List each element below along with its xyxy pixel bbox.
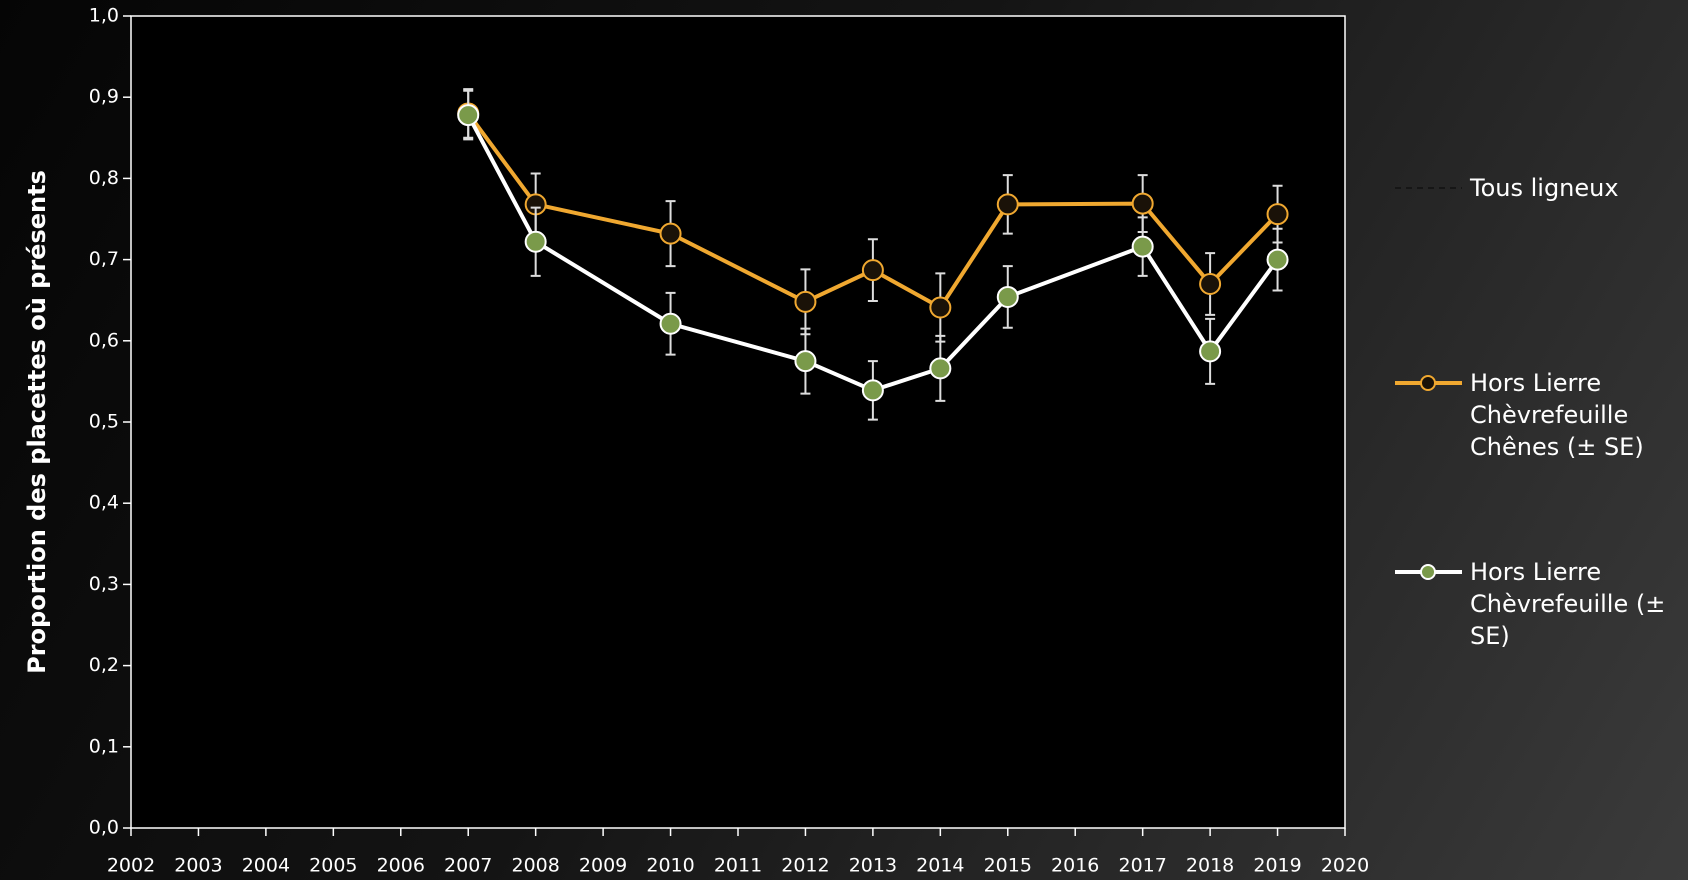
marker [1199,272,1222,295]
marker [861,379,884,402]
x-tick-label: 2020 [1321,855,1369,877]
plot-area [130,15,1346,829]
x-tick-label: 2009 [579,855,627,877]
marker [1266,248,1289,271]
marker [1266,203,1289,226]
x-tick-label: 2002 [107,855,155,877]
marker [1131,192,1154,215]
legend-label: Tous ligneux [1470,174,1619,202]
legend-marker [1420,375,1436,391]
y-tick-label: 0,4 [89,492,119,514]
x-tick-label: 2018 [1186,855,1234,877]
y-tick-label: 0,9 [89,86,119,108]
y-tick-label: 1,0 [89,5,119,27]
y-tick-label: 0,1 [89,735,119,757]
x-tick-label: 2011 [714,855,762,877]
y-tick-label: 0,5 [89,411,119,433]
x-tick-label: 2019 [1253,855,1301,877]
series-line [466,114,1280,393]
marker [1199,340,1222,363]
legend-label: Hors Lierre Chèvrefeuille (± SE) [1470,558,1666,650]
x-tick-label: 2013 [849,855,897,877]
y-tick-label: 0,2 [89,654,119,676]
y-tick-label: 0,0 [89,817,119,839]
x-tick-label: 2006 [377,855,425,877]
x-tick-label: 2008 [511,855,559,877]
y-tick-label: 0,7 [89,248,119,270]
series-line [466,112,1279,311]
marker [659,312,682,335]
marker [1131,235,1154,258]
series-line [467,113,1279,342]
x-tick-label: 2003 [174,855,222,877]
marker [996,285,1019,308]
marker [929,296,952,319]
x-tick-label: 2005 [309,855,357,877]
marker [457,104,480,127]
x-tick-label: 2017 [1118,855,1166,877]
y-tick-label: 0,3 [89,573,119,595]
y-tick-label: 0,8 [89,167,119,189]
marker [996,193,1019,216]
marker [794,290,817,313]
marker [659,222,682,245]
legend-label: Hors Lierre Chèvrefeuille Chênes (± SE) [1470,369,1644,461]
marker [794,350,817,373]
x-tick-label: 2004 [242,855,290,877]
x-tick-label: 2015 [984,855,1032,877]
x-tick-label: 2016 [1051,855,1099,877]
marker [929,357,952,380]
y-axis-title: Proportion des placettes où présents [23,170,51,674]
y-tick-label: 0,6 [89,329,119,351]
legend-marker [1420,564,1436,580]
x-tick-label: 2007 [444,855,492,877]
x-tick-label: 2012 [781,855,829,877]
marker [524,230,547,253]
x-tick-label: 2014 [916,855,964,877]
x-tick-label: 2010 [646,855,694,877]
marker [861,259,884,282]
